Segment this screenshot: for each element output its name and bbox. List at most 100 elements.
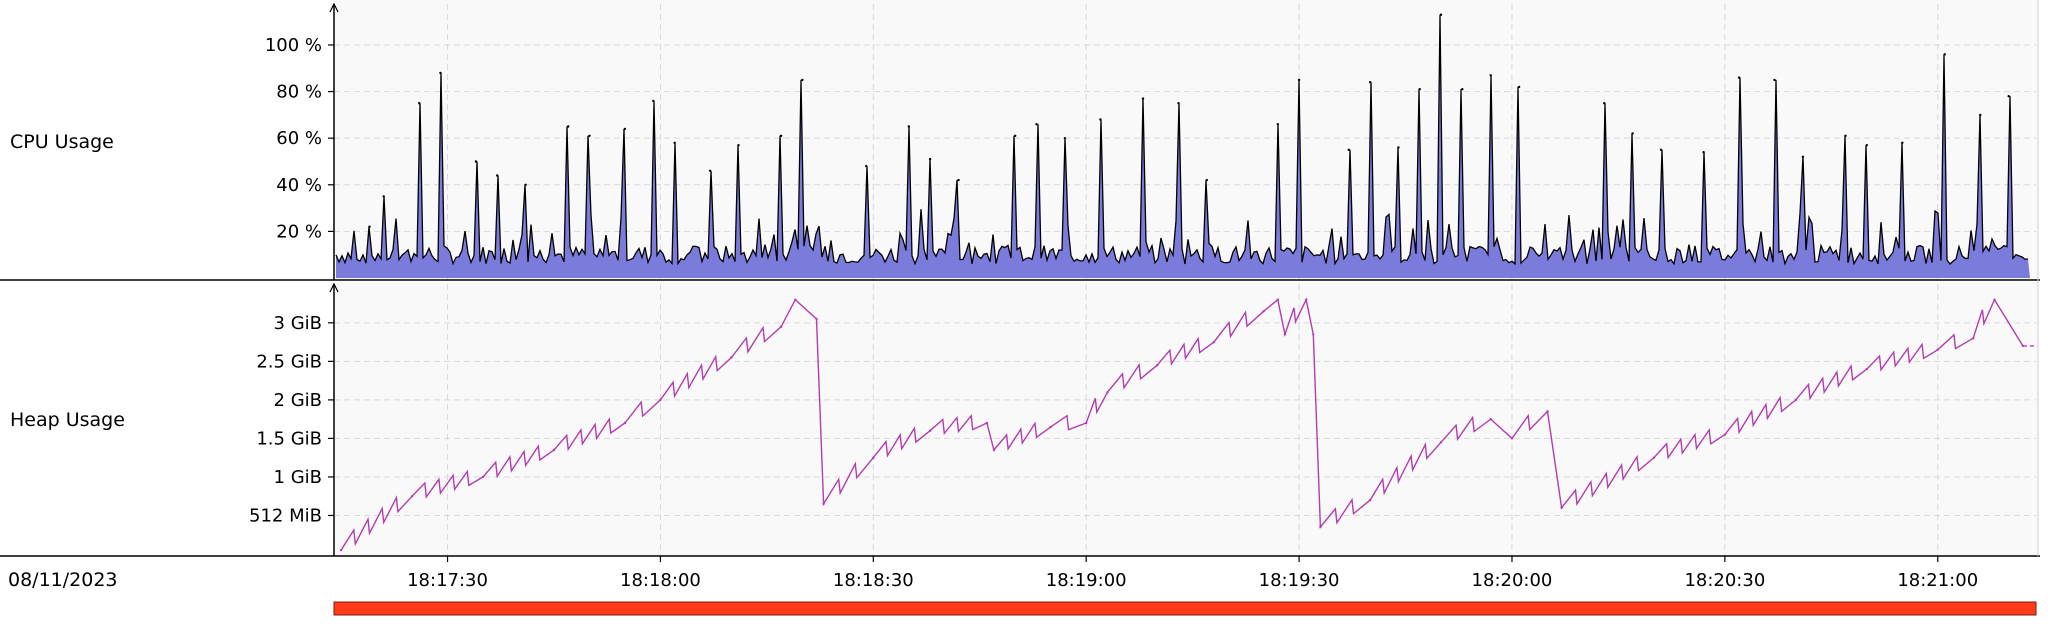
cpu-peak-point — [1368, 81, 1372, 84]
cpu-peak-point — [382, 195, 385, 198]
cpu-peak-point — [418, 102, 421, 105]
cpu-series — [335, 13, 2030, 278]
cpu-peak-point — [1702, 151, 1705, 154]
heap-point — [481, 475, 485, 479]
cpu-tick-label: 60 % — [276, 128, 322, 149]
cpu-peak-point — [1865, 144, 1869, 147]
cpu-peak-point — [865, 164, 868, 168]
cpu-plot-area — [334, 0, 2038, 280]
cpu-peak-point — [368, 225, 371, 228]
cpu-peak-point — [1397, 146, 1400, 149]
time-tick-label: 18:18:00 — [620, 570, 701, 591]
time-tick-label: 18:17:30 — [407, 570, 488, 591]
heap-point — [1546, 410, 1549, 413]
time-tick-label: 18:18:30 — [833, 570, 914, 591]
heap-y-axis-arrow — [329, 282, 339, 293]
heap-point — [1049, 425, 1052, 429]
heap-point — [1993, 298, 1996, 301]
heap-point — [992, 448, 996, 452]
cpu-peak-point — [588, 134, 591, 137]
heap-point — [872, 456, 875, 459]
cpu-peak-point — [524, 183, 527, 186]
cpu-peak-point — [1099, 118, 1102, 121]
heap-point — [552, 448, 556, 452]
cpu-line — [335, 14, 2029, 266]
cpu-peak-point — [779, 134, 783, 137]
heap-tick-label: 2 GiB — [274, 390, 322, 411]
cpu-peak-point — [928, 157, 932, 161]
heap-point — [1085, 421, 1088, 425]
cpu-peak-point — [801, 78, 804, 82]
cpu-peak-point — [1141, 97, 1145, 100]
cpu-peak-point — [474, 160, 478, 163]
heap-point — [339, 548, 343, 552]
axes — [0, 0, 2040, 557]
cpu-peak-point — [1347, 148, 1351, 151]
cpu-usage-label: CPU Usage — [10, 131, 114, 153]
heap-tick-label: 1.5 GiB — [256, 428, 322, 449]
heap-point — [985, 421, 989, 425]
time-tick-label: 18:20:30 — [1684, 570, 1765, 591]
heap-point — [1262, 310, 1265, 313]
heap-point — [659, 398, 662, 402]
cpu-tick-label: 100 % — [265, 35, 322, 56]
cpu-peak-point — [1979, 113, 1982, 117]
cpu-area-fill — [336, 14, 2030, 278]
cpu-peak-point — [1737, 76, 1741, 79]
heap-point — [1212, 340, 1216, 344]
cpu-peak-point — [1801, 155, 1805, 158]
heap-point — [1439, 441, 1443, 444]
heap-point — [730, 356, 733, 359]
heap-point — [1972, 337, 1975, 340]
heap-point — [2021, 344, 2025, 348]
heap-point — [1305, 298, 1308, 301]
heap-point — [794, 298, 797, 301]
cpu-y-tick-labels: 20 % 40 % 60 % 80 % 100 % — [265, 35, 334, 242]
heap-usage-label: Heap Usage — [10, 409, 125, 431]
heap-point — [928, 429, 932, 432]
cpu-y-axis-arrow — [329, 2, 339, 13]
cpu-tick-label: 80 % — [276, 82, 322, 103]
heap-point — [1276, 298, 1280, 301]
heap-point — [1106, 391, 1109, 394]
cpu-peak-point — [1603, 102, 1606, 105]
cpu-peak-point — [1844, 134, 1847, 137]
heap-point — [410, 495, 414, 498]
cpu-peak-point — [1297, 78, 1301, 82]
heap-plot-area — [334, 282, 2038, 556]
cpu-tick-label: 40 % — [276, 175, 322, 196]
cpu-peak-point — [1063, 137, 1067, 140]
cpu-tick-label: 20 % — [276, 221, 322, 242]
heap-tick-label: 3 GiB — [274, 313, 322, 334]
cpu-peak-point — [2007, 95, 2010, 98]
time-range-slider[interactable] — [333, 601, 2037, 616]
heap-tick-label: 512 MiB — [249, 505, 322, 526]
cpu-peak-point — [567, 125, 570, 128]
heap-y-tick-labels: 512 MiB 1 GiB 1.5 GiB 2 GiB 2.5 GiB 3 GiB — [249, 313, 334, 526]
cpu-peak-point — [1631, 132, 1634, 135]
cpu-peak-point — [957, 178, 960, 182]
cpu-peak-point — [1659, 148, 1663, 151]
heap-point — [1156, 364, 1159, 367]
time-axis-tick-labels: 18:17:30 18:18:00 18:18:30 18:19:00 18:19:30… — [407, 556, 1978, 591]
heap-point — [623, 421, 627, 425]
label-panel — [0, 0, 334, 640]
cpu-peak-point — [1901, 141, 1904, 144]
cpu-peak-point — [1014, 134, 1017, 137]
heap-line — [340, 297, 2024, 551]
cpu-peak-point — [907, 125, 910, 128]
cpu-peak-point — [673, 141, 676, 144]
cpu-peak-point — [652, 99, 655, 103]
heap-point — [1652, 456, 1656, 459]
heap-point — [1794, 398, 1798, 402]
heap-point — [1560, 506, 1563, 509]
cpu-peak-point — [1517, 85, 1521, 89]
cpu-peak-point — [1035, 123, 1038, 126]
cpu-peak-point — [496, 174, 499, 177]
cpu-peak-point — [1177, 102, 1180, 105]
heap-tick-label: 2.5 GiB — [256, 351, 322, 372]
date-label: 08/11/2023 — [8, 569, 118, 591]
cpu-peak-point — [708, 169, 712, 172]
cpu-peak-point — [1276, 123, 1280, 126]
heap-point — [815, 317, 818, 321]
